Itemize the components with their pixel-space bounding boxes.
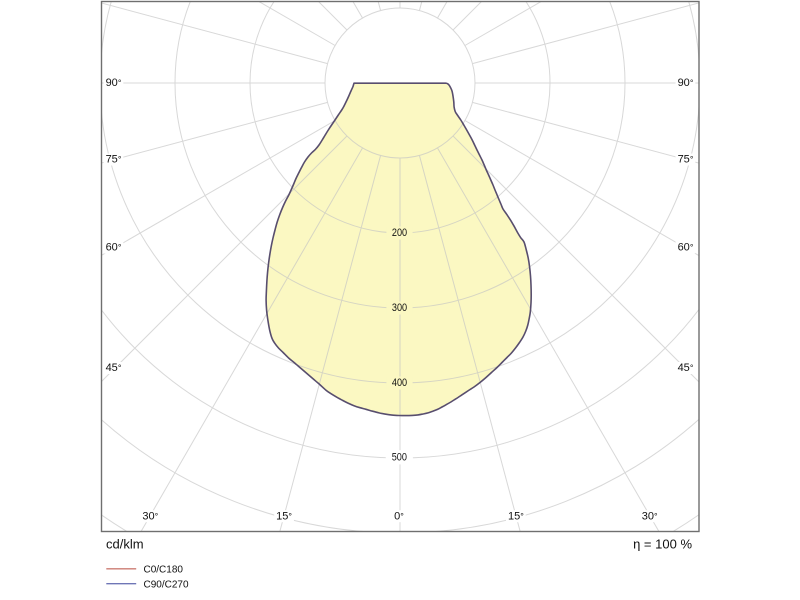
svg-text:30°: 30°: [142, 510, 158, 522]
svg-text:45°: 45°: [106, 362, 122, 374]
svg-text:90°: 90°: [678, 77, 694, 89]
svg-text:60°: 60°: [106, 242, 122, 254]
svg-text:45°: 45°: [678, 362, 694, 374]
svg-text:500: 500: [392, 452, 407, 464]
svg-text:0°: 0°: [394, 510, 404, 522]
svg-text:60°: 60°: [678, 242, 694, 254]
svg-text:300: 300: [392, 302, 407, 314]
svg-text:cd/klm: cd/klm: [106, 537, 144, 552]
svg-text:η = 100 %: η = 100 %: [633, 537, 692, 552]
svg-text:75°: 75°: [106, 154, 122, 166]
svg-text:75°: 75°: [678, 154, 694, 166]
svg-text:90°: 90°: [106, 77, 122, 89]
svg-text:C90/C270: C90/C270: [144, 580, 189, 591]
svg-text:15°: 15°: [508, 510, 524, 522]
svg-text:200: 200: [392, 227, 407, 239]
svg-text:15°: 15°: [276, 510, 292, 522]
svg-text:30°: 30°: [642, 510, 658, 522]
svg-text:C0/C180: C0/C180: [144, 565, 184, 576]
svg-text:400: 400: [392, 377, 407, 389]
